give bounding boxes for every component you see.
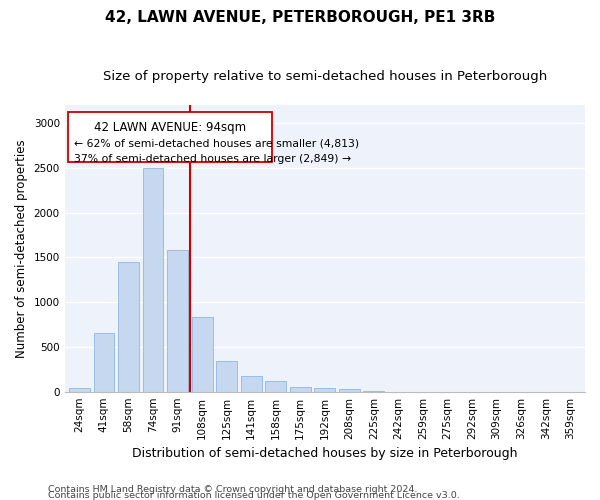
Y-axis label: Number of semi-detached properties: Number of semi-detached properties	[15, 139, 28, 358]
Title: Size of property relative to semi-detached houses in Peterborough: Size of property relative to semi-detach…	[103, 70, 547, 83]
Bar	[94, 334, 115, 392]
Text: Contains HM Land Registry data © Crown copyright and database right 2024.: Contains HM Land Registry data © Crown c…	[48, 485, 418, 494]
Text: ← 62% of semi-detached houses are smaller (4,813): ← 62% of semi-detached houses are smalle…	[74, 138, 359, 148]
Bar	[191, 318, 212, 392]
Text: Contains public sector information licensed under the Open Government Licence v3: Contains public sector information licen…	[48, 491, 460, 500]
Bar	[69, 388, 90, 392]
Bar	[314, 388, 335, 392]
Text: 37% of semi-detached houses are larger (2,849) →: 37% of semi-detached houses are larger (…	[74, 154, 352, 164]
Bar	[118, 262, 139, 392]
Bar	[265, 381, 286, 392]
X-axis label: Distribution of semi-detached houses by size in Peterborough: Distribution of semi-detached houses by …	[132, 447, 518, 460]
Bar	[290, 387, 311, 392]
Text: 42, LAWN AVENUE, PETERBOROUGH, PE1 3RB: 42, LAWN AVENUE, PETERBOROUGH, PE1 3RB	[105, 10, 495, 25]
Bar	[339, 390, 360, 392]
Text: 42 LAWN AVENUE: 94sqm: 42 LAWN AVENUE: 94sqm	[94, 121, 246, 134]
FancyBboxPatch shape	[68, 112, 272, 162]
Bar	[216, 361, 237, 392]
Bar	[241, 376, 262, 392]
Bar	[167, 250, 188, 392]
Bar	[143, 168, 163, 392]
